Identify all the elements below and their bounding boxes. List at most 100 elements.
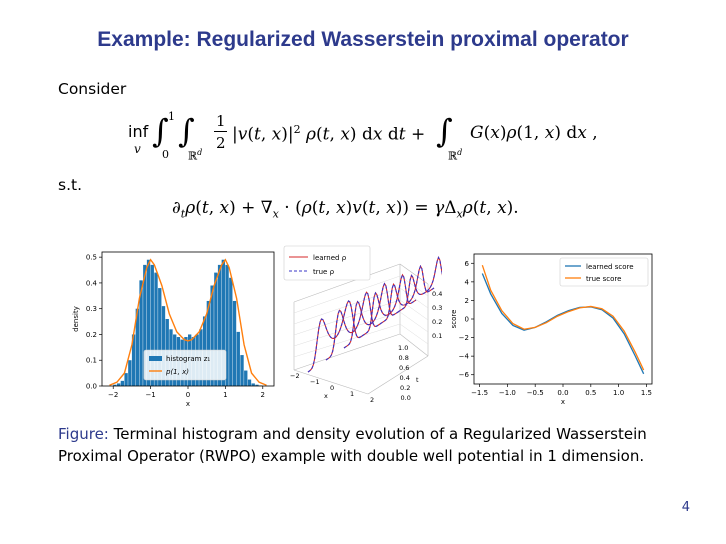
x-tick-label: 0.0 xyxy=(557,389,568,397)
x-tick-label: −1.5 xyxy=(471,389,488,397)
grid-line xyxy=(293,323,401,358)
histogram-bar xyxy=(158,288,162,386)
x-tick-label: −2 xyxy=(290,372,300,380)
histogram-bar xyxy=(232,300,237,386)
histogram-bar xyxy=(255,384,259,386)
y-tick-label: 0.0 xyxy=(86,383,97,391)
y-tick-label: 0.2 xyxy=(86,331,97,339)
histogram-bar xyxy=(210,285,214,386)
y-tick-label: 0.1 xyxy=(86,357,97,365)
y-tick-label: −4 xyxy=(459,353,470,361)
figure-caption: Figure: Terminal histogram and density e… xyxy=(58,423,678,467)
grid-line xyxy=(399,287,429,309)
caption-label: Figure: xyxy=(58,425,109,443)
x-tick-label: −1 xyxy=(310,378,320,386)
true-density-curve xyxy=(361,273,417,337)
legend-label-histogram: histogram z₁ xyxy=(166,355,210,363)
z-tick-label: 0.3 xyxy=(432,304,442,312)
z-tick-label: 0.1 xyxy=(432,332,442,340)
grid-line xyxy=(293,299,401,336)
y-tick-label: 4 xyxy=(465,278,470,286)
t-tick-label: 0.0 xyxy=(401,394,411,402)
subject-to-text: s.t. xyxy=(58,176,83,194)
x-tick-label: −2 xyxy=(108,391,118,399)
x-tick-label: 1.5 xyxy=(641,389,652,397)
y-axis-label: density xyxy=(72,306,80,332)
histogram-bar xyxy=(143,264,147,386)
grid-line xyxy=(399,311,429,333)
histogram-bar xyxy=(135,308,139,386)
y-axis-label: score xyxy=(450,310,458,329)
true-density-curve xyxy=(379,264,435,325)
t-tick-label: 0.6 xyxy=(399,364,409,372)
histogram-bar xyxy=(146,259,151,386)
box-edge xyxy=(293,263,401,303)
consider-text: Consider xyxy=(58,80,127,98)
score-plot: −1.5 −1.0 −0.5 0.0 0.5 1.0 1.5 −6 −4 −2 0 2 4 6 x score… xyxy=(450,253,653,406)
y-tick-label: 0.4 xyxy=(86,279,98,287)
grid-line xyxy=(293,275,401,314)
page-number: 4 xyxy=(681,500,690,515)
histogram-bar xyxy=(247,379,252,386)
histogram-bar xyxy=(116,383,121,386)
histogram-bar xyxy=(251,383,255,386)
x-tick-label: −1 xyxy=(145,391,155,399)
x-tick-label: 0.5 xyxy=(585,389,596,397)
histogram-bar xyxy=(221,259,225,386)
legend-box xyxy=(143,349,227,381)
histogram-bar xyxy=(139,280,143,386)
y-tick-label: 0.3 xyxy=(86,305,97,313)
x-tick-label: 0 xyxy=(186,391,190,399)
x-axis-label: x xyxy=(324,392,328,400)
histogram-bar xyxy=(225,264,229,386)
histogram-bar xyxy=(124,373,128,386)
legend-label-learned: learned score xyxy=(586,263,634,271)
histogram-bar xyxy=(154,272,158,386)
histogram-bar xyxy=(131,334,136,386)
learned-score-line xyxy=(481,273,645,375)
x-tick-label: 0 xyxy=(330,384,334,392)
box-edge xyxy=(293,369,369,395)
t-tick-label: 0.2 xyxy=(400,384,410,392)
t-tick-label: 1.0 xyxy=(398,344,408,352)
x-tick-label: 1 xyxy=(350,390,354,398)
x-tick-label: 2 xyxy=(370,396,374,404)
histogram-bar xyxy=(113,384,117,386)
box-edge xyxy=(293,333,401,371)
z-tick-label: 0.4 xyxy=(432,290,442,298)
legend-label-density: p(1, x) xyxy=(165,368,189,376)
caption-text: Terminal histogram and density evolution… xyxy=(58,425,647,465)
x-tick-label: 1.0 xyxy=(613,389,624,397)
x-axis-label: x xyxy=(186,400,190,408)
z-tick-label: 0.2 xyxy=(432,318,442,326)
histogram-bar xyxy=(240,355,244,386)
constraint-equation: ∂tρ(t, x) + ∇x · (ρ(t, x)v(t, x)) = γΔxρ… xyxy=(172,198,519,221)
y-tick-label: 0 xyxy=(465,316,469,324)
slide-title: Example: Regularized Wasserstein proxima… xyxy=(97,28,629,51)
legend-swatch-histogram xyxy=(149,356,162,361)
histogram-bar xyxy=(128,360,132,386)
true-density-curve xyxy=(397,256,442,313)
y-tick-label: 2 xyxy=(465,297,469,305)
histogram-bar xyxy=(120,380,125,386)
box-edge xyxy=(367,355,429,395)
x-tick-label: 2 xyxy=(261,391,265,399)
histogram-bar xyxy=(214,272,218,386)
histogram-bar xyxy=(150,264,154,386)
x-axis-label: x xyxy=(561,398,565,406)
grid-line xyxy=(399,299,429,321)
histogram-bar xyxy=(206,300,211,386)
histogram-plot: −2 −1 0 1 2 0.0 0.1 0.2 0.3 0.4 0.5 x density histogr… xyxy=(72,251,275,408)
legend-label-learned: learned ρ xyxy=(313,254,347,262)
t-axis-label: t xyxy=(416,376,419,384)
true-density-curve xyxy=(343,282,399,349)
y-tick-label: −2 xyxy=(459,334,469,342)
t-tick-label: 0.4 xyxy=(400,374,410,382)
x-tick-label: 1 xyxy=(223,391,227,399)
y-tick-label: −6 xyxy=(459,371,470,379)
x-tick-label: −1.0 xyxy=(499,389,516,397)
legend-label-true: true ρ xyxy=(313,268,335,276)
histogram-bar xyxy=(217,264,222,386)
t-tick-label: 0.8 xyxy=(399,354,409,362)
legend-label-true: true score xyxy=(586,275,621,283)
